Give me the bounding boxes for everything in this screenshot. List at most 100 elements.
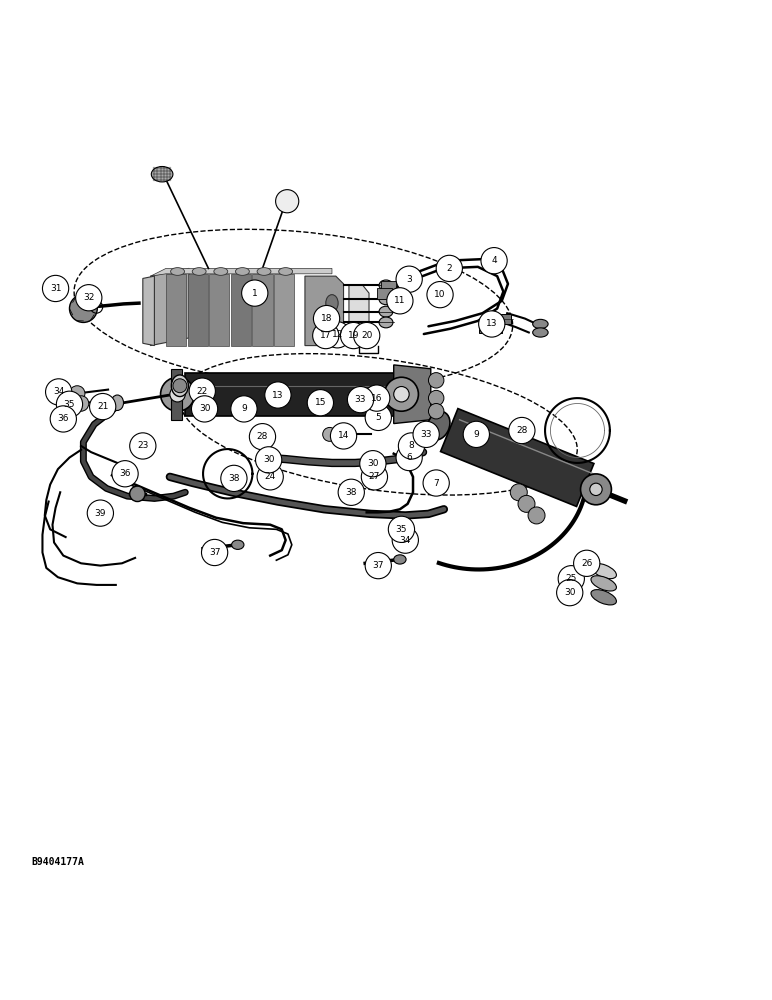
Text: 8: 8 (408, 441, 415, 450)
Circle shape (46, 379, 72, 405)
Ellipse shape (171, 268, 185, 275)
Circle shape (313, 305, 340, 332)
Circle shape (307, 390, 334, 416)
Ellipse shape (111, 395, 124, 410)
Circle shape (428, 373, 444, 388)
Ellipse shape (326, 295, 338, 312)
Circle shape (69, 386, 85, 401)
Text: 18: 18 (321, 314, 332, 323)
Polygon shape (143, 276, 154, 346)
Circle shape (87, 500, 113, 526)
Text: 25: 25 (566, 574, 577, 583)
Polygon shape (305, 276, 344, 346)
Polygon shape (252, 274, 273, 346)
Circle shape (384, 377, 418, 411)
Ellipse shape (379, 280, 393, 291)
Circle shape (257, 464, 283, 490)
Circle shape (90, 393, 116, 420)
Circle shape (365, 552, 391, 579)
Text: 9: 9 (473, 430, 479, 439)
Text: 11: 11 (394, 296, 405, 305)
Circle shape (479, 311, 505, 337)
Text: 37: 37 (373, 561, 384, 570)
Ellipse shape (232, 540, 244, 549)
Ellipse shape (214, 268, 228, 275)
Bar (488, 314, 511, 324)
Circle shape (130, 433, 156, 459)
Text: 37: 37 (209, 548, 220, 557)
Ellipse shape (591, 576, 616, 591)
Polygon shape (441, 409, 594, 506)
Circle shape (221, 465, 247, 492)
Circle shape (558, 566, 584, 592)
Text: 6: 6 (406, 453, 412, 462)
Polygon shape (209, 274, 229, 346)
Ellipse shape (379, 294, 393, 305)
Text: 33: 33 (421, 430, 432, 439)
Circle shape (170, 387, 185, 402)
Circle shape (323, 427, 337, 441)
Circle shape (42, 275, 69, 302)
Circle shape (351, 332, 362, 343)
Bar (377, 288, 392, 299)
Text: 19: 19 (348, 331, 359, 340)
Circle shape (396, 444, 422, 471)
Text: 15: 15 (315, 398, 326, 407)
Ellipse shape (151, 166, 173, 182)
Text: 30: 30 (199, 404, 210, 413)
Text: 35: 35 (64, 400, 75, 409)
Polygon shape (394, 365, 431, 424)
Circle shape (324, 322, 350, 348)
Ellipse shape (533, 319, 548, 329)
Circle shape (354, 322, 380, 349)
Circle shape (364, 385, 390, 411)
Circle shape (436, 255, 462, 282)
Circle shape (201, 539, 228, 566)
Text: 4: 4 (491, 256, 497, 265)
Text: 7: 7 (433, 479, 439, 488)
Text: 35: 35 (396, 525, 407, 534)
Circle shape (388, 516, 415, 542)
Circle shape (265, 382, 291, 408)
Text: 30: 30 (564, 588, 575, 597)
Circle shape (76, 285, 102, 311)
Circle shape (394, 387, 409, 402)
Polygon shape (151, 268, 189, 346)
Text: 30: 30 (263, 455, 274, 464)
Text: 13: 13 (273, 391, 283, 400)
Text: 30: 30 (367, 459, 378, 468)
Text: 22: 22 (197, 387, 208, 396)
Text: 5: 5 (375, 413, 381, 422)
Text: 39: 39 (95, 509, 106, 518)
Polygon shape (151, 268, 332, 276)
Ellipse shape (591, 590, 616, 605)
Polygon shape (231, 274, 251, 346)
Circle shape (423, 470, 449, 496)
Circle shape (590, 483, 602, 496)
Text: 13: 13 (486, 319, 497, 328)
Circle shape (338, 479, 364, 505)
Circle shape (362, 332, 373, 343)
Text: 26: 26 (581, 559, 592, 568)
Circle shape (73, 396, 89, 411)
Circle shape (256, 447, 282, 473)
Polygon shape (188, 274, 208, 346)
Text: 21: 21 (97, 402, 108, 411)
Bar (479, 323, 502, 333)
Text: 36: 36 (58, 414, 69, 423)
Text: 20: 20 (361, 331, 372, 340)
Text: 3: 3 (406, 275, 412, 284)
Circle shape (347, 387, 374, 413)
Ellipse shape (427, 412, 450, 440)
Circle shape (189, 378, 215, 404)
Text: 23: 23 (137, 441, 148, 450)
Ellipse shape (533, 328, 548, 337)
Text: 27: 27 (369, 472, 380, 481)
Circle shape (509, 417, 535, 444)
Circle shape (50, 406, 76, 432)
Text: 36: 36 (120, 469, 130, 478)
Circle shape (427, 282, 453, 308)
Ellipse shape (235, 268, 249, 275)
Circle shape (276, 190, 299, 213)
Text: 10: 10 (435, 290, 445, 299)
